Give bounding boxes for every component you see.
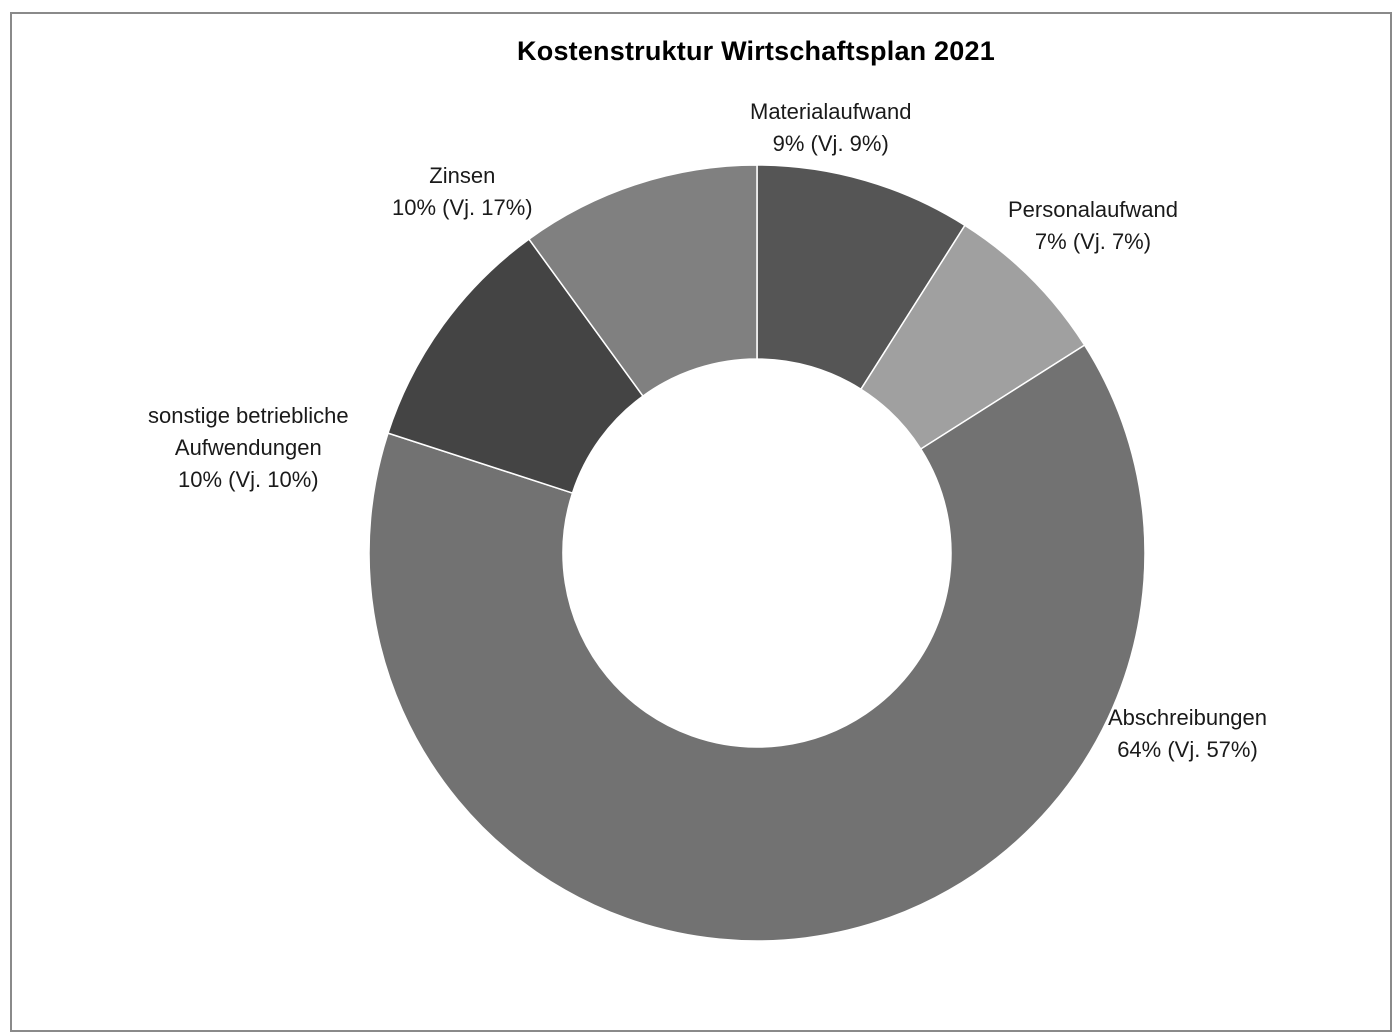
slice-zinsen [527, 164, 758, 398]
label-materialaufwand: Materialaufwand 9% (Vj. 9%) [750, 96, 911, 160]
label-materialaufwand-value: 9% (Vj. 9%) [772, 131, 889, 156]
label-materialaufwand-name: Materialaufwand [750, 99, 912, 124]
label-zinsen: Zinsen 10% (Vj. 17%) [392, 160, 533, 224]
label-personalaufwand: Personalaufwand 7% (Vj. 7%) [1008, 194, 1178, 258]
label-personalaufwand-name: Personalaufwand [1008, 197, 1179, 222]
label-sonstige: sonstige betriebliche Aufwendungen 10% (… [148, 400, 349, 496]
label-sonstige-value: 10% (Vj. 10%) [177, 467, 319, 492]
label-abschreibungen-name: Abschreibungen [1108, 705, 1268, 730]
label-sonstige-name: sonstige betriebliche [148, 403, 349, 428]
label-sonstige-name-2: Aufwendungen [174, 435, 322, 460]
label-zinsen-value: 10% (Vj. 17%) [392, 195, 533, 220]
label-zinsen-name: Zinsen [429, 163, 496, 188]
label-personalaufwand-value: 7% (Vj. 7%) [1034, 229, 1152, 254]
chart-title: Kostenstruktur Wirtschaftsplan 2021 [517, 36, 995, 66]
label-abschreibungen: Abschreibungen 64% (Vj. 57%) [1108, 702, 1267, 766]
label-abschreibungen-value: 64% (Vj. 57%) [1117, 737, 1258, 762]
slice-abschreibungen [368, 344, 1146, 942]
